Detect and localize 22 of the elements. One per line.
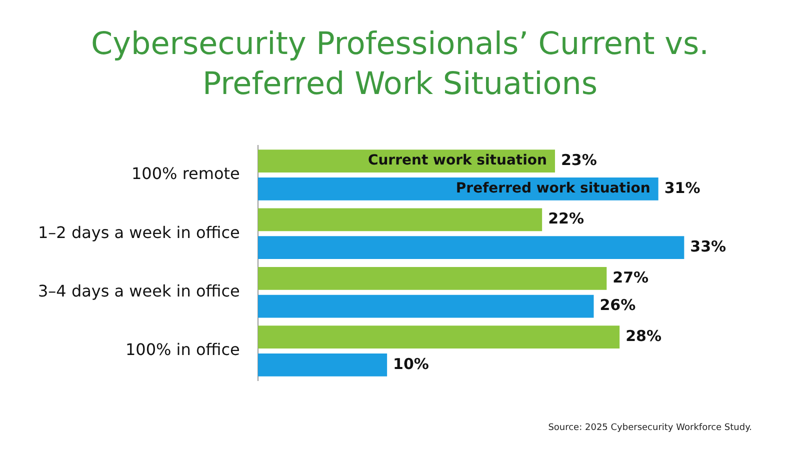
series-label: Current work situation — [368, 152, 547, 169]
data-label: 26% — [600, 296, 636, 314]
data-label: 23% — [560, 150, 597, 169]
bar — [258, 354, 388, 376]
series-label: Preferred work situation — [456, 180, 650, 197]
data-label: 31% — [664, 178, 700, 197]
y-tick-label: 3–4 days a week in office — [38, 282, 240, 301]
y-tick-label: 100% remote — [131, 164, 240, 184]
bar — [258, 266, 607, 290]
chart-title: Cybersecurity Professionals’ Current vs. Preferred Work Situations — [90, 25, 710, 104]
y-tick-label: 1–2 days a week in office — [38, 222, 240, 242]
data-label: 27% — [612, 268, 649, 286]
bar — [258, 208, 542, 232]
data-label: 10% — [393, 354, 429, 373]
data-label: 28% — [626, 327, 662, 345]
data-label: 22% — [548, 210, 584, 228]
bar — [258, 294, 594, 318]
bar — [258, 326, 620, 349]
data-label: 33% — [690, 237, 726, 256]
bar — [258, 236, 684, 260]
y-tick-label: 100% in office — [125, 340, 240, 360]
source-note: Source: 2025 Cybersecurity Workforce Study. — [548, 423, 752, 433]
